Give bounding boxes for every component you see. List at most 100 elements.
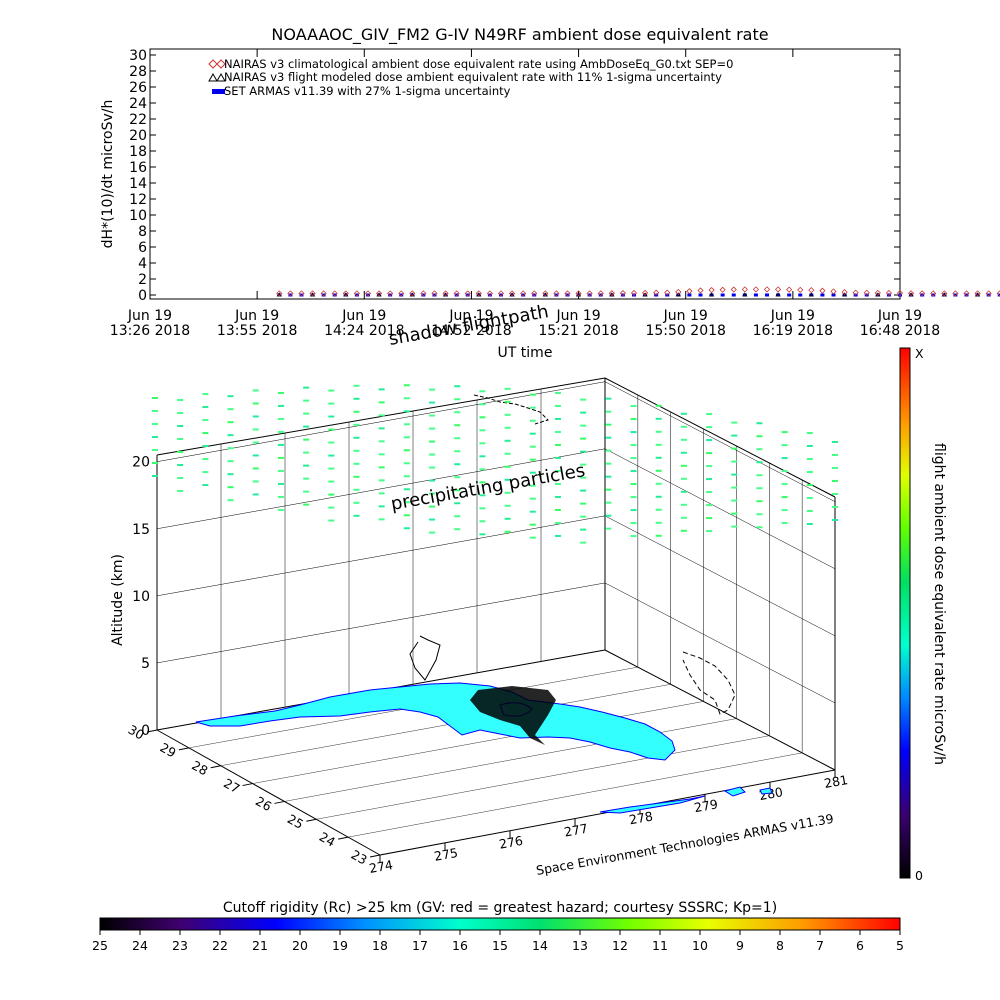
y-tick-label: 24 [129, 96, 147, 112]
armas-point [310, 293, 315, 297]
climatological-point [686, 288, 693, 295]
floor-gridline [220, 684, 671, 766]
colorbar-tick-label: 14 [532, 938, 548, 953]
climatological-point [619, 290, 626, 297]
armas-point [421, 293, 426, 297]
latitude-tick-label: 30 [126, 722, 147, 743]
latitude-tick-label: 24 [317, 829, 338, 850]
armas-point [820, 293, 825, 297]
armas-point [620, 293, 625, 297]
climatological-point [819, 287, 826, 294]
latitude-tick-mark [178, 747, 189, 751]
climatological-point [730, 286, 737, 293]
climatological-point [375, 290, 383, 297]
climatological-point [797, 286, 804, 293]
armas-point [476, 293, 481, 297]
climatological-point [697, 287, 704, 294]
y-tick-label: 10 [129, 208, 147, 224]
colorbar-tick-label: 11 [652, 938, 668, 953]
armas-point [454, 293, 459, 297]
colorbar-tick-label: 18 [372, 938, 388, 953]
colorbar-tick-label: 24 [132, 938, 148, 953]
climatological-point [564, 290, 571, 297]
x-tick-time-label: 14:52 2018 [431, 323, 511, 339]
armas-point [543, 293, 548, 297]
longitude-tick-label: 281 [823, 772, 849, 791]
climatological-point [520, 290, 527, 297]
colorbar-tick-label: 13 [572, 938, 588, 953]
y-tick-label: 8 [138, 224, 147, 240]
top-series-layer [276, 286, 1000, 297]
climatological-point [775, 286, 782, 293]
climatological-point [653, 289, 660, 296]
altitude-gridline-back [156, 582, 606, 664]
colorbar-tick-label: 21 [252, 938, 268, 953]
y-tick-label: 16 [129, 160, 147, 176]
climatological-point [763, 286, 771, 293]
armas-point [953, 293, 958, 297]
latitude-tick-mark [146, 729, 158, 733]
climatological-point [442, 290, 449, 297]
y-tick-label: 6 [138, 240, 147, 256]
armas-point [354, 293, 359, 297]
altitude-gridline-side [604, 515, 836, 637]
armas-point [432, 293, 437, 297]
altitude-tick-label: 5 [141, 656, 150, 672]
climatological-point [420, 290, 427, 297]
y-tick-label: 30 [129, 48, 147, 64]
bottom-colorbar: Cutoff rigidity (Rc) >25 km (GV: red = g… [92, 900, 904, 953]
climatological-point [276, 290, 283, 297]
y-tick-label: 2 [138, 272, 147, 288]
top-x-axis-label: UT time [498, 345, 553, 361]
armas-point [576, 293, 581, 297]
altitude-axis-ticks: 0 5 10 15 20 [132, 455, 150, 739]
x-tick-time-label: 15:21 2018 [538, 323, 618, 339]
climatological-point [342, 290, 349, 297]
x-tick-date-label: Jun 19 [234, 308, 279, 324]
latitude-tick-mark [274, 800, 285, 804]
climatological-point [309, 290, 316, 297]
altitude-tick-label: 10 [132, 589, 150, 605]
colorbar-tick-label: 10 [692, 938, 708, 953]
climatological-point [387, 290, 394, 297]
floor-gridline [316, 735, 770, 820]
x-tick-date-label: Jun 19 [127, 308, 172, 324]
right-colorbar-bottom-label: 0 [915, 868, 923, 883]
flight-modeled-point [675, 292, 681, 297]
climatological-point [719, 286, 726, 293]
armas-point [487, 293, 492, 297]
longitude-tick-label: 276 [498, 833, 524, 852]
climatological-point [453, 290, 460, 297]
climatological-point [464, 290, 471, 297]
climatological-point [642, 289, 649, 296]
climatological-point [298, 290, 305, 297]
armas-point [565, 293, 570, 297]
colorbar-tick-label: 7 [816, 938, 824, 953]
climatological-point [919, 290, 926, 297]
climatological-point [752, 286, 759, 293]
colorbar-tick-label: 9 [736, 938, 744, 953]
climatological-point [398, 290, 405, 297]
x-tick-date-label: Jun 19 [877, 308, 922, 324]
colorbar-tick-label: 16 [452, 938, 468, 953]
flight-modeled-point [841, 292, 848, 297]
florida-keys [599, 795, 706, 814]
y-tick-label: 28 [129, 64, 147, 80]
legend-entry-nairas-flight-modeled: NAIRAS v3 flight modeled dose ambient eq… [208, 70, 722, 84]
florida-landmass [195, 682, 676, 761]
gulf-coast-island [723, 786, 746, 797]
x-tick-time-label: 13:55 2018 [217, 323, 297, 339]
climatological-point [287, 290, 294, 297]
altitude-gridline-back [156, 448, 606, 530]
x-tick-time-label: 14:24 2018 [324, 323, 404, 339]
climatological-point [885, 289, 892, 297]
climatological-point [531, 290, 538, 297]
armas-point [687, 293, 692, 297]
armas-point [787, 293, 792, 297]
x-tick-date-label: Jun 19 [663, 308, 708, 324]
y-tick-label: 12 [129, 192, 147, 208]
colorbar-tick-label: 15 [492, 938, 508, 953]
armas-point [288, 293, 293, 297]
altitude-tick-label: 15 [132, 522, 150, 538]
climatological-point [708, 286, 715, 294]
